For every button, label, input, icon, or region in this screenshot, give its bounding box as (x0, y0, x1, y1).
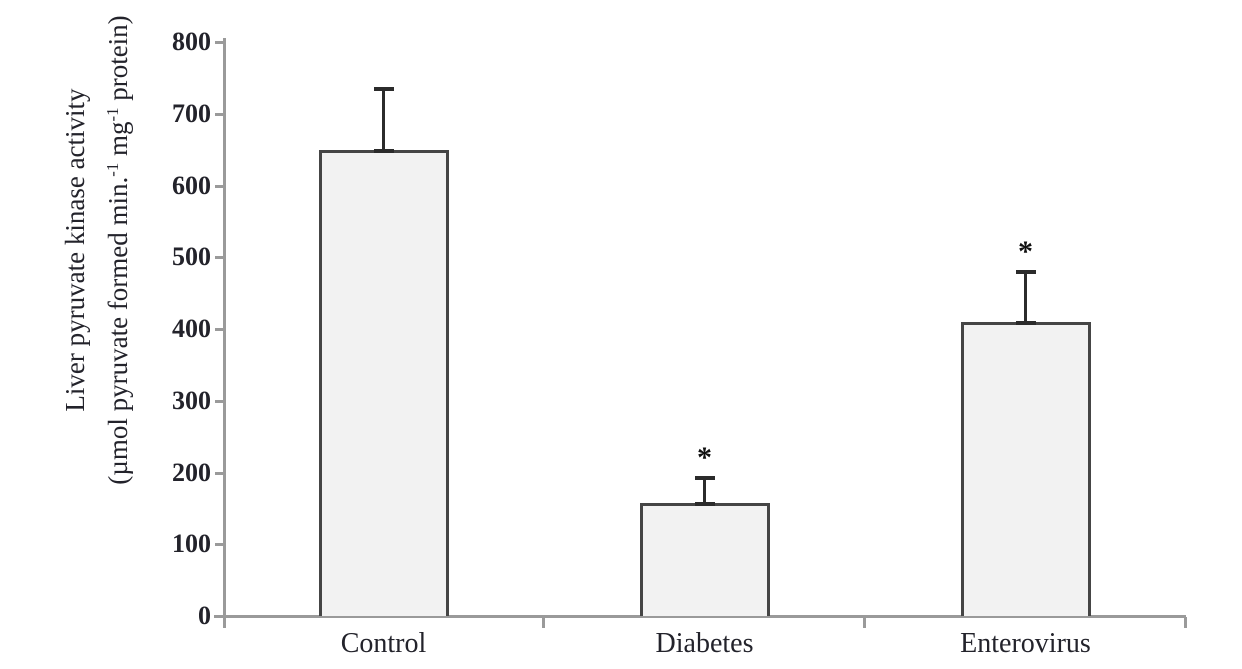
error-bar-bottom-cap-enterovirus (1015, 320, 1036, 325)
y-tick (215, 41, 223, 44)
error-bar-top-cap-enterovirus (1015, 269, 1036, 274)
error-bar-bottom-cap-control (373, 148, 394, 153)
bar-diabetes (639, 503, 770, 616)
y-tick (215, 112, 223, 116)
bar-enterovirus (960, 321, 1091, 616)
y-axis-line (223, 38, 226, 628)
x-category-label-control: Control (340, 628, 427, 659)
error-bar-bottom-cap-diabetes (694, 502, 715, 507)
significance-star-diabetes: * (697, 441, 712, 475)
y-tick (215, 328, 223, 331)
y-tick-label: 100 (172, 529, 211, 559)
error-bar-line-enterovirus (1024, 271, 1027, 324)
y-tick-label: 300 (172, 385, 211, 415)
y-tick-label: 700 (172, 98, 211, 128)
bar-control (318, 149, 449, 616)
x-tick (863, 617, 866, 628)
y-tick (215, 543, 223, 547)
x-category-label-diabetes: Diabetes (655, 628, 754, 659)
error-bar-line-control (382, 88, 385, 152)
y-tick-label: 800 (172, 27, 211, 56)
y-tick-label: 500 (172, 242, 211, 272)
y-tick-label: 0 (198, 601, 211, 630)
error-bar-top-cap-control (373, 86, 394, 91)
y-tick-label: 200 (172, 457, 211, 487)
error-bar-line-diabetes (703, 478, 706, 506)
y-tick (215, 184, 223, 188)
y-tick (215, 256, 223, 260)
x-tick (542, 617, 545, 628)
error-bar-top-cap-diabetes (694, 476, 715, 481)
x-tick (1184, 617, 1187, 628)
significance-star-enterovirus: * (1018, 234, 1033, 268)
y-axis-title-line1: Liver pyruvate kinase activity (60, 88, 90, 412)
x-category-label-enterovirus: Enterovirus (960, 628, 1091, 659)
x-axis-line (214, 615, 1186, 618)
y-tick-label: 400 (172, 314, 211, 343)
y-tick-label: 600 (172, 170, 211, 200)
y-tick (215, 399, 223, 403)
y-tick (215, 471, 223, 475)
